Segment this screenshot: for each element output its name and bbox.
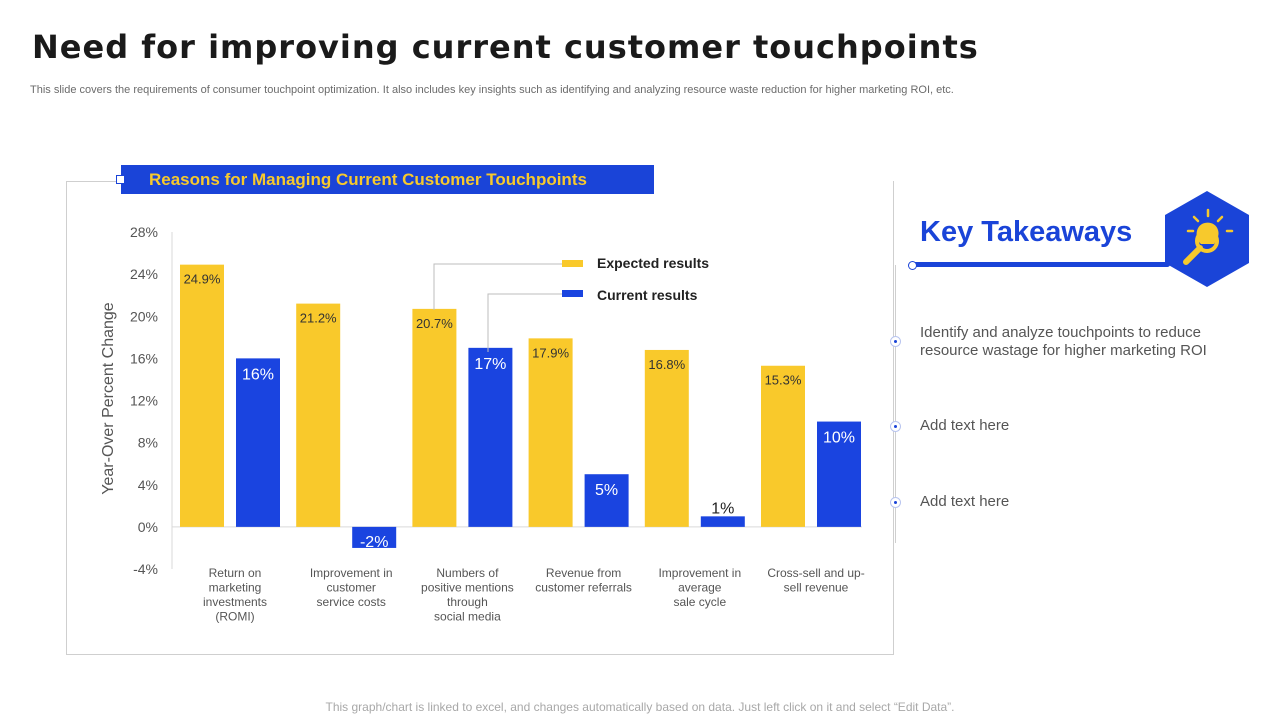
data-label-current: 1%	[711, 500, 734, 517]
legend-swatch-expected	[562, 260, 583, 267]
legend-swatch-current	[562, 290, 583, 297]
bar-expected	[644, 349, 689, 527]
page-title: Need for improving current customer touc…	[32, 28, 979, 66]
data-label-expected: 16.8%	[648, 357, 685, 372]
x-category-label: Return on marketing investments (ROMI)	[203, 566, 267, 624]
data-label-current: 17%	[474, 356, 506, 373]
y-tick-label: 4%	[138, 477, 158, 493]
bullet-marker	[890, 336, 901, 347]
bar-current	[468, 347, 513, 527]
y-tick-label: -4%	[133, 561, 158, 577]
takeaway-item: Add text here	[920, 417, 1010, 434]
bar-current	[352, 526, 397, 548]
y-tick-label: 16%	[130, 350, 158, 366]
takeaway-item: Add text here	[920, 493, 1010, 510]
data-label-current: -2%	[360, 534, 388, 551]
bar-expected	[180, 264, 224, 527]
key-takeaways-underline-dot	[908, 261, 917, 270]
lightbulb-magnifier-icon	[1165, 191, 1249, 287]
bar-expected	[296, 303, 341, 527]
bar-current	[700, 516, 745, 527]
y-tick-label: 20%	[130, 308, 158, 324]
data-label-expected: 15.3%	[765, 373, 802, 388]
y-tick-label: 24%	[130, 266, 158, 282]
data-label-expected: 17.9%	[532, 345, 569, 360]
legend-label-current: Current results	[597, 287, 698, 303]
key-takeaways-panel: Identify and analyze touchpoints to redu…	[890, 265, 1280, 543]
legend-leader-expected	[433, 263, 562, 310]
legend-leader-current	[487, 293, 562, 352]
data-label-expected: 21.2%	[300, 311, 337, 326]
x-category-label: Revenue from customer referrals	[535, 566, 632, 595]
bar-expected	[412, 308, 457, 527]
x-category-label: Improvement in average sale cycle	[658, 566, 741, 609]
x-category-label: Cross-sell and up-sell revenue	[767, 566, 864, 595]
bar-chart: -4% 0% 4% 8% 12% 16% 20% 24% 28% Year-Over Percen…	[100, 224, 865, 624]
data-label-current: 16%	[242, 366, 274, 383]
data-label-current: 10%	[823, 430, 855, 447]
data-label-current: 5%	[595, 482, 618, 499]
y-tick-label: 12%	[130, 393, 158, 409]
chart-frame-top-edge	[66, 181, 122, 182]
key-takeaways-underline	[910, 262, 1170, 267]
chart-frame	[66, 181, 894, 655]
key-takeaways-title: Key Takeaways	[920, 216, 1133, 248]
bar-current	[584, 474, 629, 527]
page-subtitle: This slide covers the requirements of co…	[30, 84, 954, 96]
footer-note: This graph/chart is linked to excel, and…	[325, 700, 955, 714]
data-label-expected: 20.7%	[416, 316, 453, 331]
data-label-expected: 24.9%	[184, 272, 221, 287]
bar-expected	[761, 365, 805, 527]
takeaway-item: Identify and analyze touchpoints to redu…	[920, 324, 1207, 359]
chart-banner: Reasons for Managing Current Customer To…	[121, 165, 654, 194]
y-axis-label: Year-Over Percent Change	[100, 302, 117, 495]
y-tick-label: 28%	[130, 224, 158, 240]
bar-current	[236, 358, 280, 527]
legend-label-expected: Expected results	[597, 255, 709, 271]
chart-banner-marker	[116, 175, 125, 184]
bar-expected	[528, 338, 573, 527]
bullet-marker	[890, 497, 901, 508]
y-tick-label: 8%	[138, 435, 158, 451]
bullet-marker	[890, 421, 901, 432]
bar-current	[817, 421, 861, 527]
x-category-label: Improvement in customer service costs	[310, 566, 393, 609]
y-tick-label: 0%	[138, 519, 158, 535]
x-category-label: Numbers of positive mentions through social…	[421, 566, 514, 624]
